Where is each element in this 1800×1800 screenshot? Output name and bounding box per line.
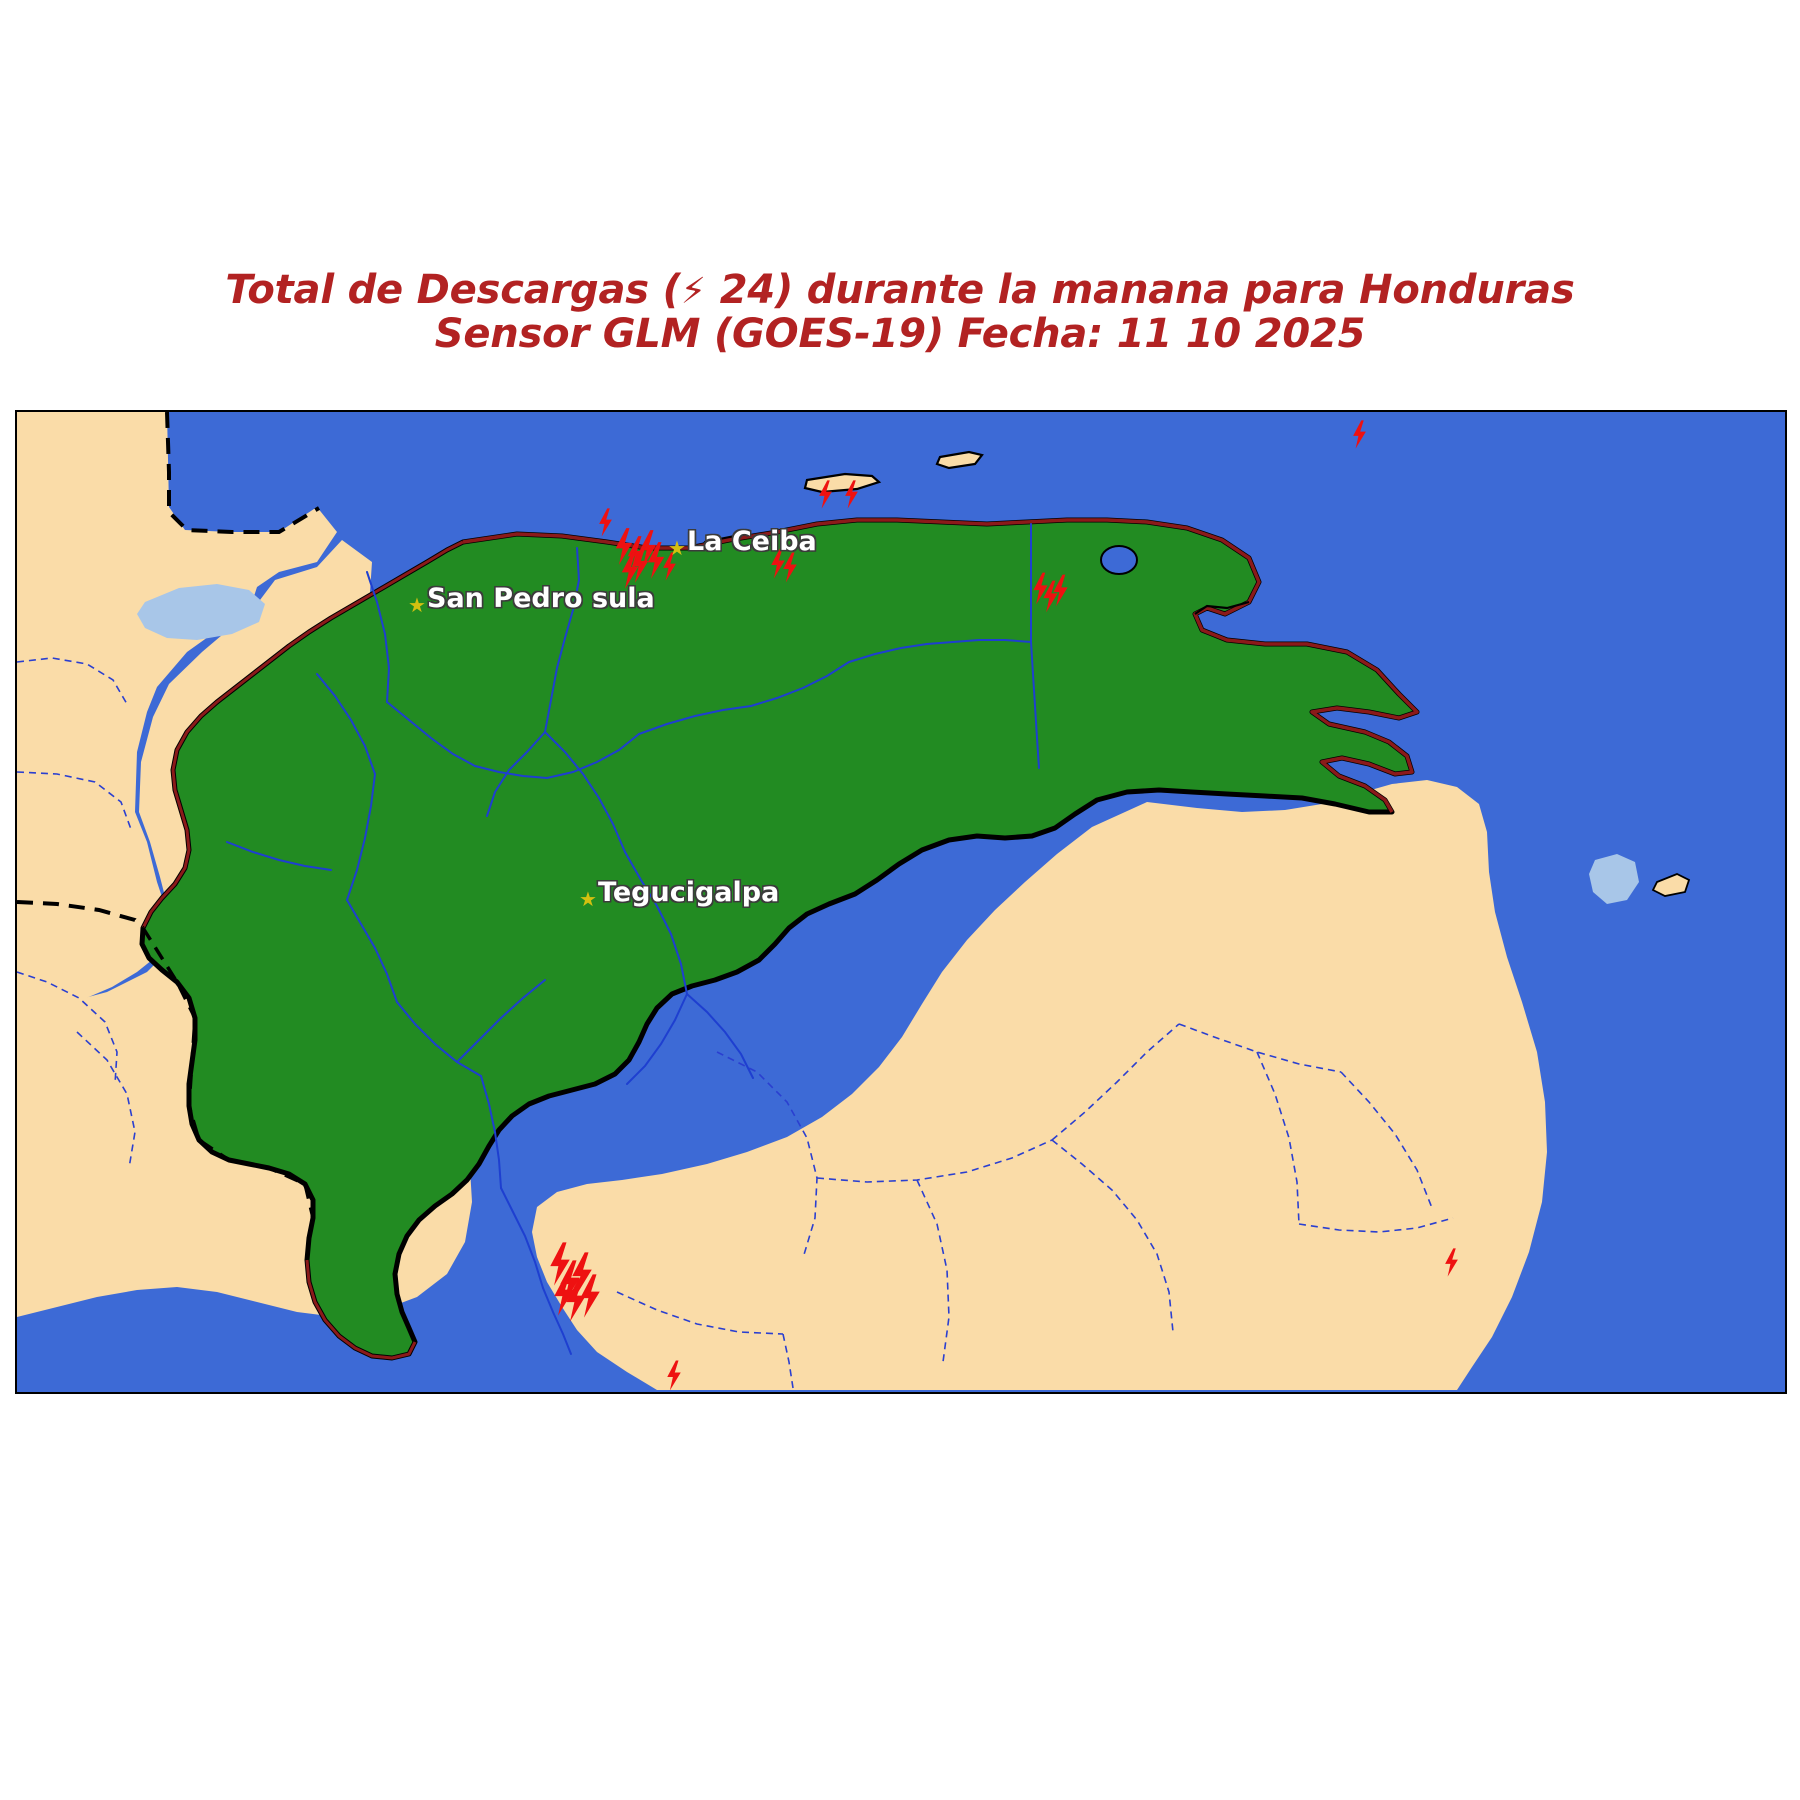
coast-detail-north [1194,600,1250,615]
lake-east-coast [1589,854,1639,904]
cay-east-small [1651,873,1691,897]
lake-izabal [137,584,265,640]
title-count: 24) durante la manana para Honduras [705,267,1575,313]
border-guatemala-elsalvador [17,900,145,930]
border-guatemala-belize [165,412,321,534]
map-frame[interactable]: ★ La Ceiba ★ San Pedro sula ★ Tegucigalp… [15,410,1787,1394]
honduras-south-highlight [305,1259,417,1360]
title-line-2: Sensor GLM (GOES-19) Fecha: 11 10 2025 [434,311,1366,357]
honduras-west-highlight [141,540,464,929]
lagoon-caratasca [1100,545,1138,575]
neighbor-admin-boundaries [17,657,1454,1389]
lightning-icon: ⚡ [680,271,706,312]
land-northwest [17,412,337,1022]
title-prefix: Total de Descargas ( [225,267,681,313]
cay-north-1 [803,472,882,494]
cay-north-2 [935,450,984,470]
chart-title-block: Total de Descargas (⚡ 24) durante la man… [0,268,1800,356]
map-canvas[interactable] [17,412,1785,1392]
border-elsalvador-honduras [141,927,315,1239]
title-line-1: Total de Descargas (⚡ 24) durante la man… [0,268,1800,312]
land-southeast [532,780,1547,1390]
honduras-rivers [226,523,1040,1355]
honduras-coast-highlight [462,518,1419,813]
